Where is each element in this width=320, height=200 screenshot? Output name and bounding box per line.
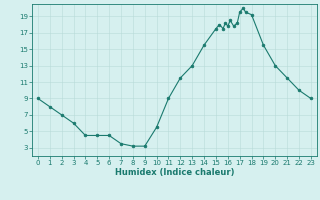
- X-axis label: Humidex (Indice chaleur): Humidex (Indice chaleur): [115, 168, 234, 177]
